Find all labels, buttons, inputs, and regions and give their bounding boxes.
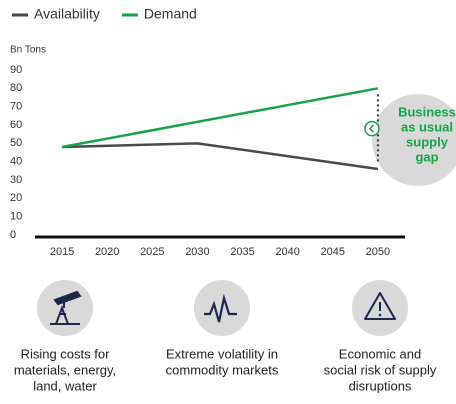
- footer-text: land, water: [33, 378, 97, 393]
- gap-icon-arrow: [368, 124, 374, 133]
- x-tick-label: 2030: [185, 246, 209, 258]
- y-axis-label: Bn Tons: [10, 45, 46, 56]
- x-tick-label: 2020: [95, 246, 119, 258]
- pump-icon: [50, 290, 82, 325]
- gap-bubble: [372, 94, 456, 186]
- x-tick-label: 2025: [140, 246, 164, 258]
- footer-text: Rising costs for: [21, 346, 111, 361]
- y-tick-label: 70: [10, 101, 22, 113]
- annotation: Business: [398, 104, 456, 119]
- footer-text: disruptions: [349, 378, 412, 393]
- annotation: as usual: [401, 119, 453, 134]
- series-line: [61, 87, 379, 149]
- footer-text: Economic and: [339, 346, 421, 361]
- x-tick-label: 2050: [366, 246, 390, 258]
- y-tick-label: 20: [10, 192, 22, 204]
- y-tick-label: 0: [10, 229, 16, 241]
- footer-text: social risk of supply: [324, 362, 437, 377]
- x-tick-label: 2040: [275, 246, 299, 258]
- y-tick-label: 60: [10, 119, 22, 131]
- y-tick-label: 40: [10, 156, 22, 168]
- y-tick-label: 10: [10, 211, 22, 223]
- pulse-icon: [204, 293, 237, 323]
- annotation: supply: [406, 134, 449, 149]
- y-tick-label: 80: [10, 82, 22, 94]
- y-tick-label: 50: [10, 137, 22, 149]
- x-tick-label: 2035: [230, 246, 254, 258]
- footer-text: Extreme volatility in: [166, 346, 278, 361]
- warning-icon: [364, 292, 396, 320]
- footer-text: commodity markets: [166, 362, 279, 377]
- gap-icon: [364, 120, 380, 137]
- icons: [37, 280, 408, 336]
- x-tick-label: 2015: [50, 246, 74, 258]
- series-line: [62, 142, 379, 171]
- annotation: gap: [415, 149, 438, 164]
- y-tick-label: 90: [10, 64, 22, 76]
- legend-label: Demand: [144, 6, 197, 22]
- x-tick-label: 2045: [321, 246, 345, 258]
- y-tick-label: 30: [10, 174, 22, 186]
- legend-label: Availability: [34, 6, 100, 22]
- footer-text: materials, energy,: [14, 362, 116, 377]
